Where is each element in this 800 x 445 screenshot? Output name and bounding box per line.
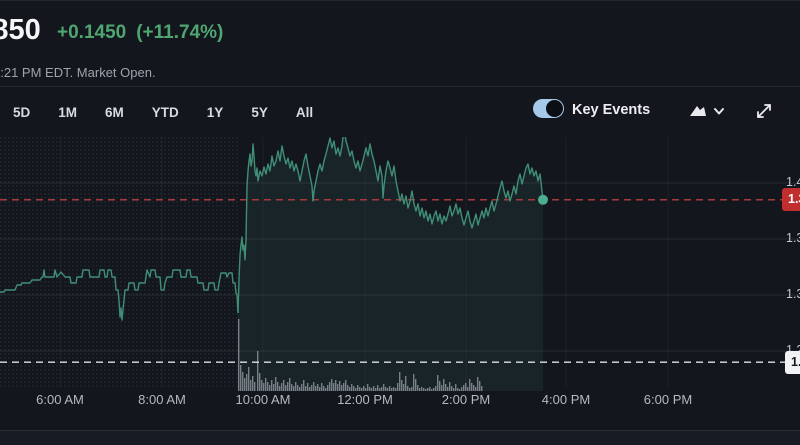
y-axis-label: 1.30 [786, 287, 800, 301]
range-tab-ytd[interactable]: YTD [151, 104, 179, 120]
pre-market-session-texture [0, 137, 238, 388]
x-axis-label: 6:00 PM [643, 392, 693, 407]
range-tab-all[interactable]: All [295, 104, 314, 120]
volume-bars [238, 319, 483, 391]
x-axis-label: 4:00 PM [541, 392, 591, 407]
expand-chart-button[interactable] [750, 98, 778, 124]
x-axis-label: 12:00 PM [337, 392, 393, 407]
regular-session-price-line [237, 137, 544, 314]
regular-session-area-fill [238, 137, 543, 391]
expand-icon [757, 104, 771, 118]
range-tab-5d[interactable]: 5D [13, 104, 31, 120]
pre-market-price-line [0, 269, 239, 321]
quote-header: 1.3850 +0.1450 (+11.74%) 1:21 PM EDT. Mar… [0, 1, 800, 87]
range-tabs: 5D 1M 6M YTD 1Y 5Y All [13, 87, 313, 137]
price-change-row: +0.1450 (+11.74%) [57, 22, 233, 44]
price-change-percent: (+11.74%) [136, 22, 224, 43]
x-axis-label: 8:00 AM [138, 392, 186, 407]
toggle-knob [546, 100, 563, 117]
x-axis-label: 10:00 AM [235, 392, 291, 407]
range-tab-1y[interactable]: 1Y [206, 104, 224, 120]
price-chart: 6:00 AM 8:00 AM 10:00 AM 12:00 PM 2:00 PM 4:0… [0, 137, 800, 431]
key-events-label: Key Events [572, 102, 651, 118]
range-tab-1m[interactable]: 1M [58, 104, 78, 120]
chart-type-button[interactable] [687, 98, 729, 124]
range-tab-6m[interactable]: 6M [105, 104, 124, 120]
price-change: +0.1450 [57, 22, 127, 43]
area-chart-type-icon [690, 106, 706, 116]
y-axis-label: 1.35 [786, 231, 800, 245]
chevron-down-icon [714, 108, 724, 115]
next-section-strip [0, 431, 800, 445]
chart-controls: Key Events [0, 87, 800, 137]
as-of-timestamp: 1:21 PM EDT. Market Open. [0, 65, 156, 80]
previous-close-badge: 1.2400 [785, 350, 800, 374]
y-axis-label: 1.40 [786, 175, 800, 189]
current-price-badge: 1.3850 [782, 188, 800, 212]
current-price: 1.3850 [0, 14, 41, 46]
x-axis-label: 6:00 AM [36, 392, 84, 407]
chart-canvas[interactable] [0, 137, 800, 431]
chart-toolbar: 5D 1M 6M YTD 1Y 5Y All Key Events [0, 87, 800, 137]
key-events-toggle[interactable] [533, 99, 564, 118]
range-tab-5y[interactable]: 5Y [251, 104, 268, 120]
x-axis-label: 2:00 PM [441, 392, 491, 407]
last-trade-dot [538, 194, 548, 205]
